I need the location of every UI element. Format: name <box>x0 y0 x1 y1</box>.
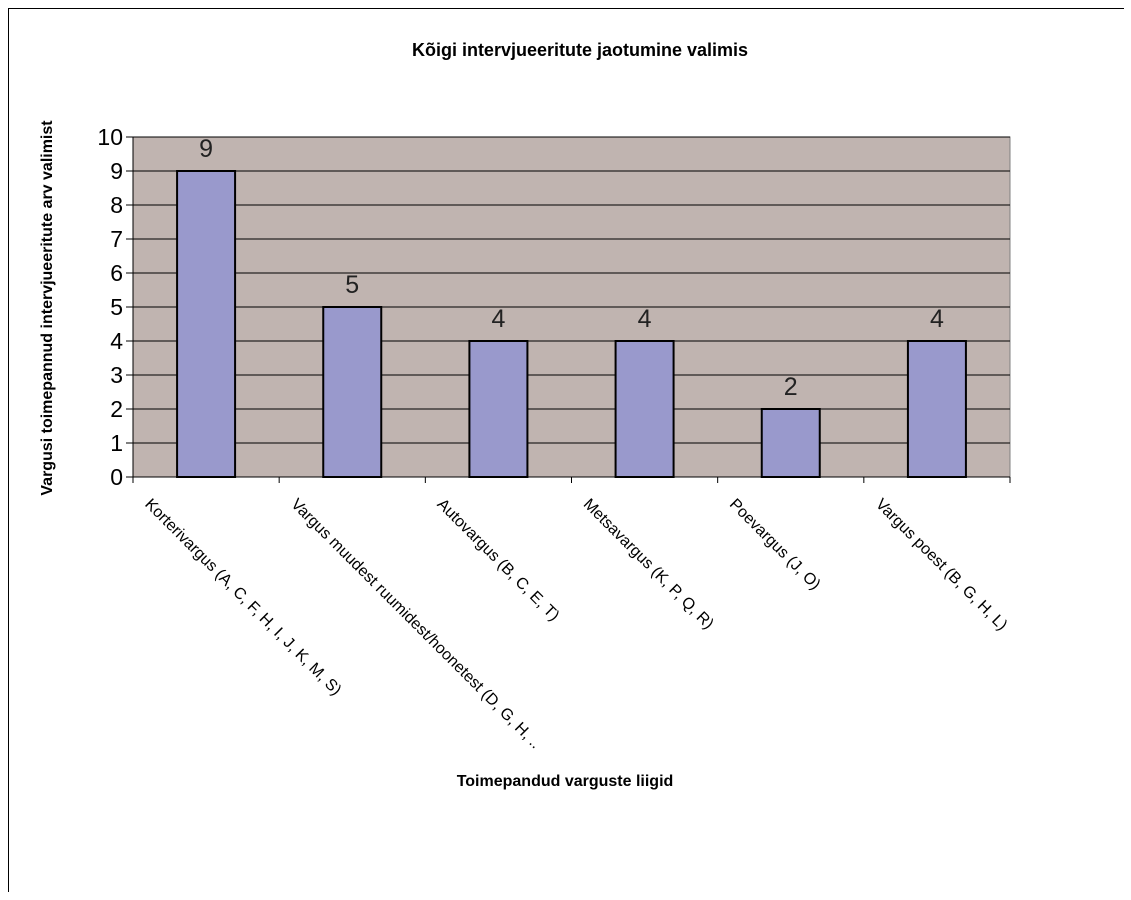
data-label: 9 <box>199 135 213 163</box>
y-tick-label: 2 <box>110 396 123 422</box>
y-axis-title: Vargusi toimepannud intervjueeritute arv… <box>39 120 56 496</box>
bar <box>176 170 237 478</box>
category-label: Autovargus (B, C, E, T) <box>434 496 563 625</box>
category-label: Vargus muudest ruumidest/hoonetest (D, G… <box>287 496 543 752</box>
y-tick-label: 6 <box>110 260 123 286</box>
bar <box>760 408 821 478</box>
y-tick-label: 0 <box>110 464 123 490</box>
data-label: 4 <box>930 305 944 333</box>
chart-frame <box>8 8 1124 892</box>
data-label: 4 <box>638 305 652 333</box>
bar <box>614 340 675 478</box>
x-axis-title: Toimepandud varguste liigid <box>457 773 674 790</box>
y-tick-label: 5 <box>110 294 123 320</box>
data-label: 5 <box>345 271 359 299</box>
y-tick-label: 1 <box>110 430 123 456</box>
y-tick-label: 4 <box>110 328 123 354</box>
category-label: Metsavargus (K, P, Q, R) <box>580 496 717 633</box>
bar <box>322 306 383 478</box>
y-tick-label: 3 <box>110 362 123 388</box>
category-label: Poevargus (J, O) <box>726 496 824 594</box>
bar <box>906 340 967 478</box>
chart-title: Kõigi intervjueeritute jaotumine valimis <box>412 40 748 60</box>
y-tick-label: 7 <box>110 226 123 252</box>
y-tick-label: 10 <box>97 124 123 150</box>
bar <box>468 340 529 478</box>
data-label: 2 <box>784 373 798 401</box>
y-tick-label: 8 <box>110 192 123 218</box>
y-tick-label: 9 <box>110 158 123 184</box>
category-label: Vargus poest (B, G, H, L) <box>872 496 1010 634</box>
data-label: 4 <box>491 305 505 333</box>
